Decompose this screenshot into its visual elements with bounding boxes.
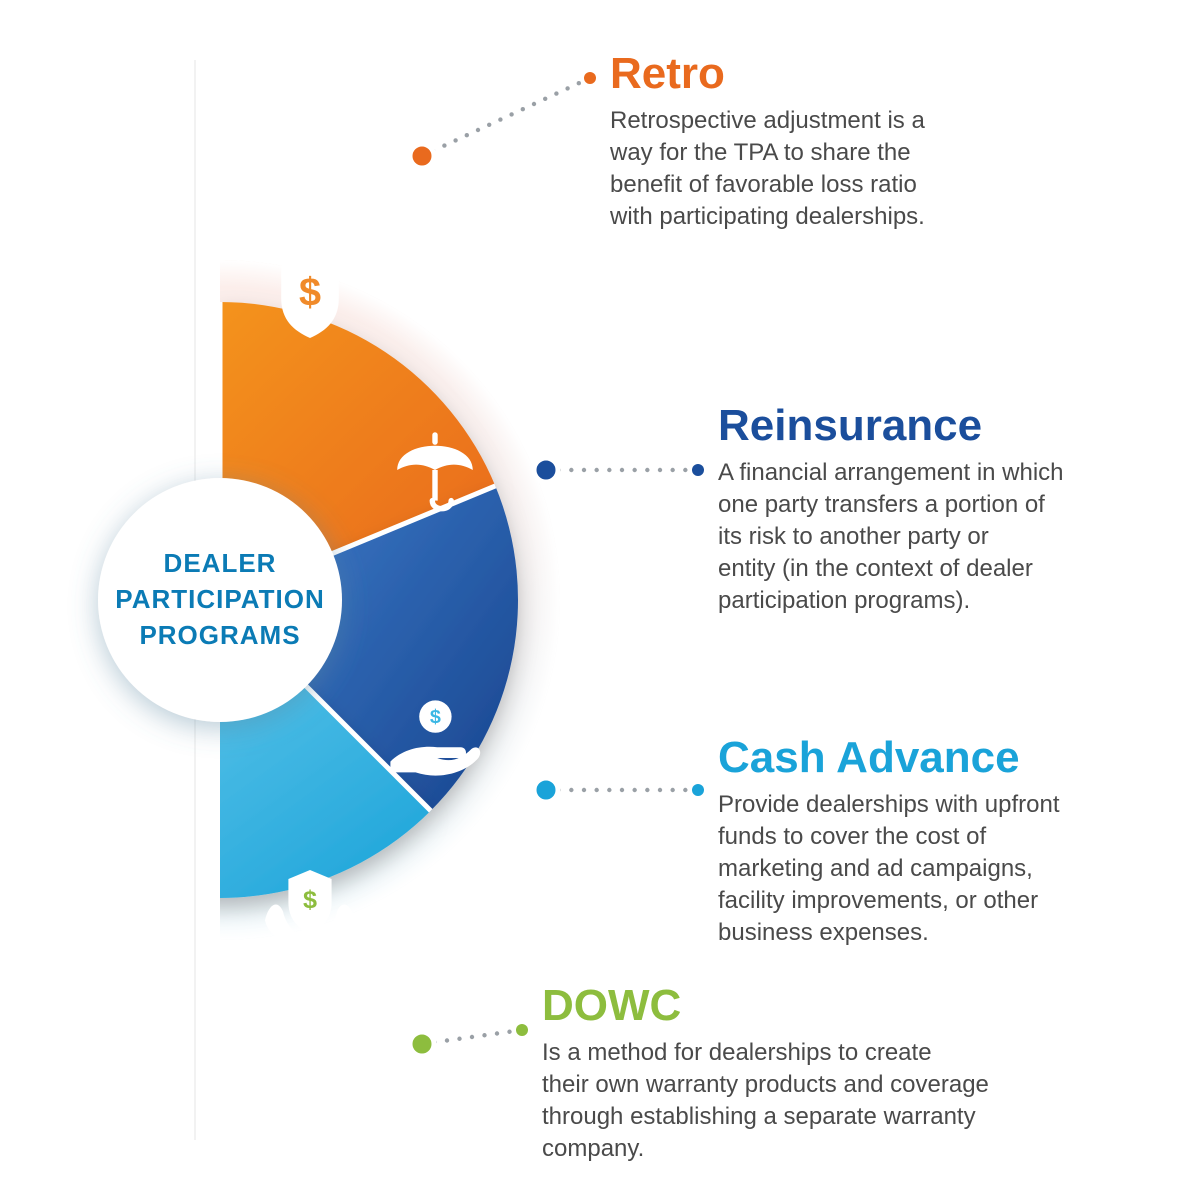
callout-retro: Retro Retrospective adjustment is away fo… [410,49,925,230]
title-bullet [516,1024,528,1036]
svg-text:$: $ [303,886,317,914]
leader-dot [534,458,558,482]
title-cash: Cash Advance [718,733,1020,782]
desc-cash: Provide dealerships with upfrontfunds to… [718,791,1060,946]
callout-dowc: DOWC Is a method for dealerships to creat… [410,981,989,1162]
callout-cash: Cash Advance Provide dealerships with upf… [534,733,1060,946]
svg-text:$: $ [430,706,441,728]
center-badge: DEALERPARTICIPATIONPROGRAMS [98,478,342,722]
title-reinsurance: Reinsurance [718,401,982,450]
title-bullet [692,784,704,796]
title-dowc: DOWC [542,981,681,1030]
callout-reinsurance: Reinsurance A financial arrangement in wh… [534,401,1064,614]
title-bullet [692,464,704,476]
desc-retro: Retrospective adjustment is away for the… [609,107,925,230]
leader-dot [410,1032,434,1056]
title-bullet [584,72,596,84]
svg-text:$: $ [299,271,321,315]
desc-reinsurance: A financial arrangement in whichone part… [718,459,1064,614]
title-retro: Retro [610,49,725,98]
leader-dot [534,778,558,802]
desc-dowc: Is a method for dealerships to createthe… [542,1039,989,1162]
leader-dot [410,144,434,168]
